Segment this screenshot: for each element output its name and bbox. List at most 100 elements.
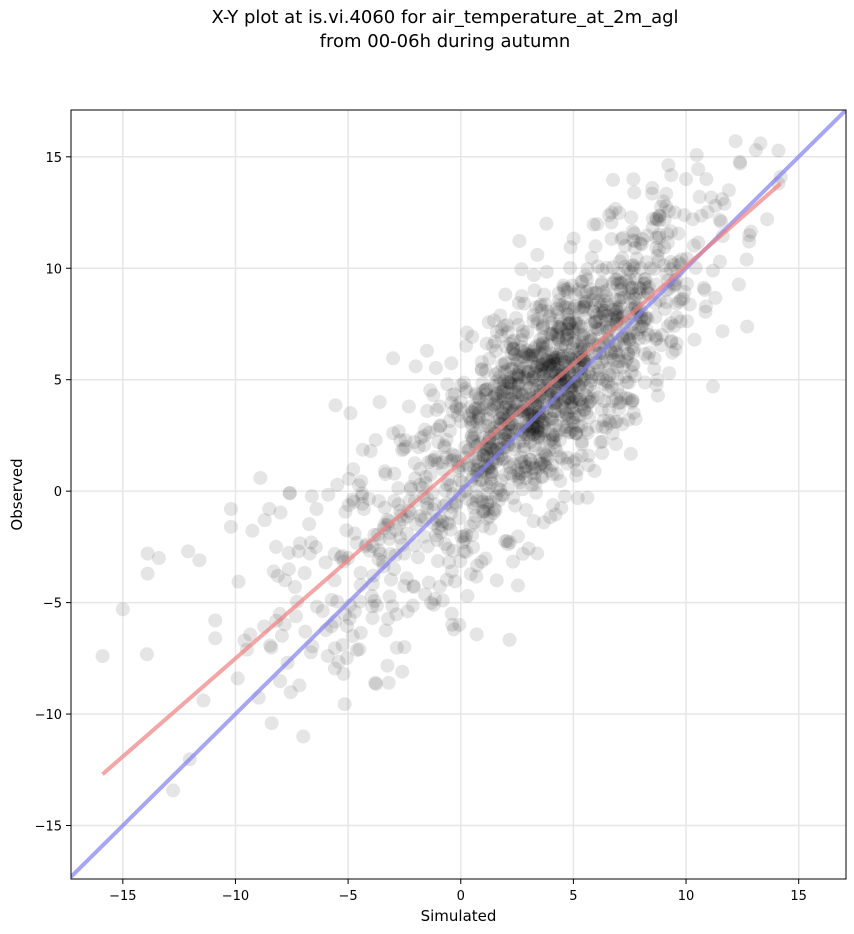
data-point bbox=[413, 508, 428, 523]
data-point bbox=[545, 328, 560, 343]
data-point bbox=[651, 254, 666, 269]
data-point bbox=[510, 390, 525, 405]
data-point bbox=[397, 640, 412, 655]
data-point bbox=[638, 311, 653, 326]
data-point bbox=[624, 210, 639, 225]
data-point bbox=[578, 295, 593, 310]
data-point bbox=[640, 228, 655, 243]
data-point bbox=[563, 260, 578, 275]
data-point bbox=[632, 285, 647, 300]
data-point bbox=[501, 375, 516, 390]
data-point bbox=[728, 134, 743, 149]
data-point bbox=[484, 425, 499, 440]
data-point bbox=[423, 383, 438, 398]
data-point bbox=[318, 555, 333, 570]
data-point bbox=[531, 367, 546, 382]
data-point bbox=[537, 456, 552, 471]
data-point bbox=[440, 515, 455, 530]
data-point bbox=[552, 311, 567, 326]
data-point bbox=[262, 501, 277, 516]
data-point bbox=[563, 315, 578, 330]
data-point bbox=[647, 262, 662, 277]
data-point bbox=[466, 405, 481, 420]
data-point bbox=[612, 254, 627, 269]
data-point bbox=[669, 336, 684, 351]
data-point bbox=[640, 350, 655, 365]
data-point bbox=[581, 448, 596, 463]
data-point bbox=[408, 359, 423, 374]
data-point bbox=[549, 301, 564, 316]
data-point bbox=[446, 404, 461, 419]
data-point bbox=[539, 216, 554, 231]
data-point bbox=[564, 400, 579, 415]
data-point bbox=[476, 504, 491, 519]
data-point bbox=[626, 358, 641, 373]
data-point bbox=[302, 546, 317, 561]
data-point bbox=[527, 472, 542, 487]
data-point bbox=[151, 551, 166, 566]
data-point bbox=[485, 338, 500, 353]
data-point bbox=[515, 340, 530, 355]
data-point bbox=[628, 314, 643, 329]
data-point bbox=[558, 300, 573, 315]
data-point bbox=[556, 281, 571, 296]
data-point bbox=[542, 366, 557, 381]
data-point bbox=[514, 262, 529, 277]
data-point bbox=[463, 567, 478, 582]
data-point bbox=[663, 254, 678, 269]
data-point bbox=[466, 431, 481, 446]
data-point bbox=[659, 186, 674, 201]
data-point bbox=[625, 339, 640, 354]
data-point bbox=[513, 456, 528, 471]
data-point bbox=[355, 496, 370, 511]
data-point bbox=[510, 578, 525, 593]
data-point bbox=[608, 201, 623, 216]
data-point bbox=[635, 232, 650, 247]
data-point bbox=[627, 226, 642, 241]
data-point bbox=[547, 359, 562, 374]
data-point bbox=[573, 377, 588, 392]
data-point bbox=[492, 365, 507, 380]
data-point bbox=[514, 343, 529, 358]
data-point bbox=[512, 360, 527, 375]
data-point bbox=[600, 283, 615, 298]
data-point bbox=[550, 332, 565, 347]
data-point bbox=[650, 388, 665, 403]
data-point bbox=[420, 501, 435, 516]
data-point bbox=[605, 260, 620, 275]
data-point bbox=[648, 310, 663, 325]
data-point bbox=[418, 476, 433, 491]
data-point bbox=[519, 459, 534, 474]
data-point bbox=[625, 393, 640, 408]
data-point bbox=[552, 346, 567, 361]
data-point bbox=[431, 521, 446, 536]
data-point bbox=[526, 314, 541, 329]
data-point bbox=[677, 208, 692, 223]
data-point bbox=[618, 238, 633, 253]
data-point bbox=[424, 595, 439, 610]
data-point bbox=[623, 332, 638, 347]
data-point bbox=[592, 371, 607, 386]
data-point bbox=[512, 475, 527, 490]
data-point bbox=[680, 314, 695, 329]
data-point bbox=[427, 592, 442, 607]
data-point bbox=[391, 424, 406, 439]
data-point bbox=[581, 458, 596, 473]
data-point bbox=[476, 383, 491, 398]
data-point bbox=[498, 287, 513, 302]
data-point bbox=[568, 314, 583, 329]
data-point bbox=[503, 375, 518, 390]
data-point bbox=[641, 279, 656, 294]
data-point bbox=[533, 332, 548, 347]
data-point bbox=[506, 468, 521, 483]
data-point bbox=[536, 319, 551, 334]
data-point bbox=[691, 235, 706, 250]
data-point bbox=[517, 439, 532, 454]
data-point bbox=[458, 440, 473, 455]
data-point bbox=[465, 413, 480, 428]
data-point bbox=[669, 310, 684, 325]
data-point bbox=[282, 485, 297, 500]
data-point bbox=[515, 328, 530, 343]
data-point bbox=[508, 385, 523, 400]
data-point bbox=[526, 268, 541, 283]
